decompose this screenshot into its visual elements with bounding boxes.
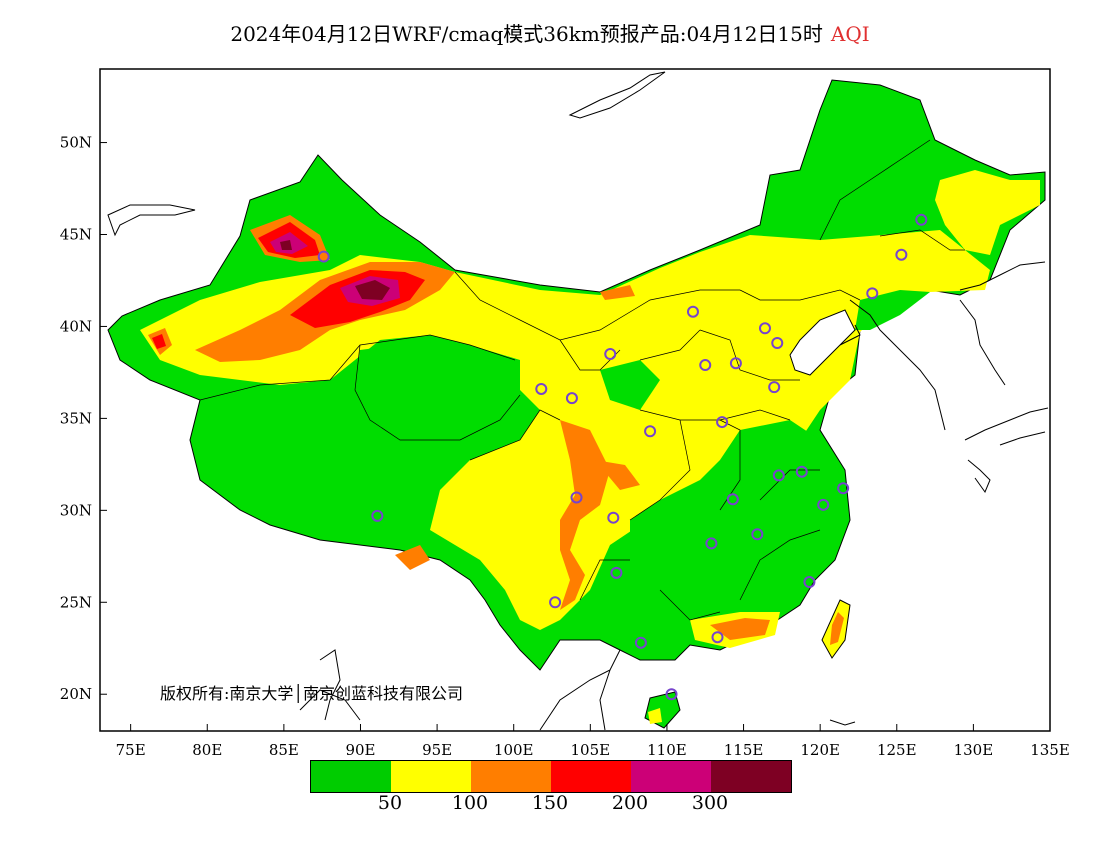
station-marker: [699, 359, 712, 372]
map-title-main: 2024年04月12日WRF/cmaq模式36km预报产品:04月12日15时: [230, 22, 823, 46]
aqi-region-hazardous-tarim: [355, 280, 390, 300]
lat-tick-label: 40N: [60, 317, 92, 335]
lat-axis: 50N 45N 40N 35N 30N 25N 20N: [60, 134, 107, 703]
aqi-region-unhealthy-kashgar: [152, 334, 166, 349]
legend-swatch: [391, 761, 471, 792]
lon-tick-label: 95E: [422, 741, 452, 759]
lon-tick-label: 105E: [571, 741, 611, 759]
legend-swatch: [631, 761, 711, 792]
lon-tick-label: 85E: [269, 741, 299, 759]
neighbour-outlines: [107, 71, 1049, 731]
station-marker: [817, 498, 830, 511]
aqi-region-usg-chongqing: [595, 460, 640, 490]
aqi-legend-labels: 50 100 150 200 300: [0, 792, 1100, 818]
aqi-region-usg-sichuan: [560, 420, 610, 610]
station-marker: [610, 566, 623, 579]
station-marker: [705, 537, 718, 550]
map-body: [107, 71, 1049, 731]
station-marker: [371, 509, 384, 522]
province-boundaries: [199, 139, 965, 621]
station-marker: [866, 287, 879, 300]
station-marker: [768, 381, 781, 394]
legend-label: 50: [377, 792, 403, 814]
legend-label: 300: [691, 792, 729, 814]
aqi-region-hainan-core: [648, 708, 662, 724]
station-marker: [772, 469, 785, 482]
aqi-region-taiwan-core: [830, 612, 844, 645]
aqi-region-usg-tibet: [395, 545, 430, 570]
station-marker: [686, 305, 699, 318]
lat-tick-label: 35N: [60, 409, 92, 427]
aqi-region-good-shanxi: [600, 360, 660, 410]
station-marker: [915, 213, 928, 226]
lon-tick-label: 90E: [345, 741, 375, 759]
station-marker: [570, 491, 583, 504]
lon-tick-label: 115E: [724, 741, 764, 759]
aqi-region-good-qinghai: [355, 342, 520, 445]
lon-tick-label: 75E: [116, 741, 146, 759]
lon-tick-label: 120E: [800, 741, 840, 759]
lat-tick-label: 20N: [60, 685, 92, 703]
station-marker: [634, 636, 647, 649]
station-marker: [535, 382, 548, 395]
station-markers: [317, 213, 928, 701]
legend-swatch: [311, 761, 391, 792]
legend-label: 150: [531, 792, 569, 814]
station-marker: [726, 493, 739, 506]
plot-frame: [99, 68, 1051, 732]
station-marker: [549, 596, 562, 609]
aqi-region-usg-guangdong: [710, 618, 770, 640]
station-marker: [729, 357, 742, 370]
station-marker: [759, 322, 771, 335]
aqi-region-hazardous-urumqi: [280, 240, 292, 250]
lon-tick-label: 130E: [954, 741, 994, 759]
station-marker: [604, 348, 617, 361]
station-marker: [795, 465, 808, 478]
lat-tick-label: 50N: [60, 134, 92, 152]
station-marker: [803, 576, 816, 589]
legend-swatch: [551, 761, 631, 792]
legend-label: 200: [611, 792, 649, 814]
station-marker: [751, 528, 764, 541]
aqi-region-moderate-northeast: [935, 170, 1040, 255]
station-marker: [716, 416, 729, 429]
map-title: 2024年04月12日WRF/cmaq模式36km预报产品:04月12日15时 A…: [0, 18, 1100, 47]
lat-tick-label: 25N: [60, 593, 92, 611]
legend-label: 100: [451, 792, 489, 814]
lat-tick-label: 45N: [60, 226, 92, 244]
station-marker: [711, 631, 724, 644]
lon-tick-label: 100E: [494, 741, 534, 759]
station-marker: [771, 336, 784, 349]
aqi-region-good-east: [630, 420, 840, 605]
station-marker: [895, 248, 908, 261]
lon-tick-label: 80E: [192, 741, 222, 759]
lon-tick-label: 110E: [647, 741, 687, 759]
station-marker: [644, 425, 657, 438]
legend-swatch: [711, 761, 791, 792]
lon-tick-label: 125E: [877, 741, 917, 759]
station-marker: [607, 511, 620, 524]
lon-axis: 75E 80E 85E 90E 95E 100E 105E 110E 115E 120E 125E 1…: [116, 724, 1070, 759]
station-marker: [837, 482, 850, 495]
legend-swatch: [471, 761, 551, 792]
copyright-note: 版权所有:南京大学│南京创蓝科技有限公司: [160, 684, 464, 703]
aqi-region-usg-innermongolia: [600, 285, 635, 300]
station-marker: [317, 250, 330, 263]
aqi-legend: [310, 760, 792, 793]
station-marker: [565, 392, 578, 405]
lat-tick-label: 30N: [60, 501, 92, 519]
bohai-sea: [789, 309, 856, 376]
lon-tick-label: 135E: [1030, 741, 1070, 759]
station-marker: [665, 688, 678, 701]
map-title-variable: AQI: [830, 22, 870, 46]
